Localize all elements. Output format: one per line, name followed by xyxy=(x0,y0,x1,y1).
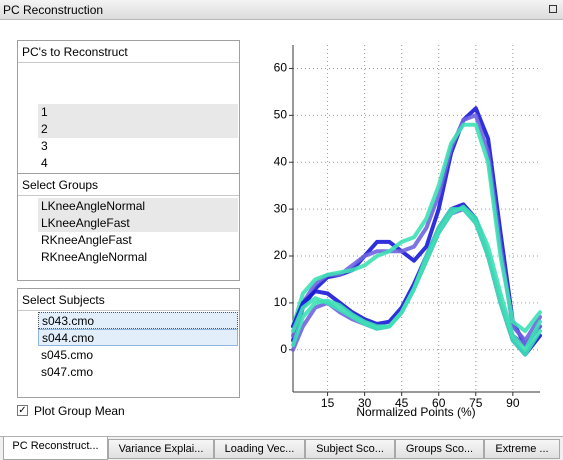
y-tick-label: 60 xyxy=(274,61,288,75)
list-item[interactable]: 2 xyxy=(38,121,238,138)
list-item[interactable]: 4 xyxy=(41,156,48,170)
list-item[interactable]: s047.cmo xyxy=(41,365,94,379)
title-bar: PC Reconstruction xyxy=(0,0,563,20)
list-item[interactable]: LKneeAngleFast xyxy=(38,215,238,232)
x-tick-label: 75 xyxy=(469,396,483,410)
y-tick-label: 50 xyxy=(274,108,288,122)
tab[interactable]: PC Reconstruct... xyxy=(3,437,108,460)
y-tick-label: 20 xyxy=(274,248,288,262)
subjects-list: Select Subjects s043.cmo s044.cmo s045.c… xyxy=(17,288,240,398)
y-tick-label: 10 xyxy=(274,295,288,309)
tab[interactable]: Variance Explai... xyxy=(108,439,214,459)
list-item[interactable]: s044.cmo xyxy=(38,329,238,346)
tab[interactable]: Groups Sco... xyxy=(395,439,484,459)
list-item[interactable]: s045.cmo xyxy=(41,348,94,362)
series-line xyxy=(291,122,542,333)
tab[interactable]: Subject Sco... xyxy=(305,439,395,459)
list-item[interactable]: 1 xyxy=(38,104,238,121)
panel-title: PC's to Reconstruct xyxy=(18,41,239,63)
pc-list: PC's to Reconstruct 1 2 3 4 xyxy=(17,40,240,176)
list-item[interactable]: RKneeAngleFast xyxy=(41,233,132,247)
series-line xyxy=(291,207,542,357)
restore-button[interactable] xyxy=(549,5,557,13)
x-tick-label: 60 xyxy=(432,396,446,410)
tab-bar: PC Reconstruct... Variance Explai... Loa… xyxy=(0,436,563,460)
x-axis-label: Normalized Points (%) xyxy=(356,405,475,419)
tab[interactable]: Extreme ... xyxy=(484,439,560,459)
panel-title: Select Subjects xyxy=(18,289,239,311)
y-tick-label: 30 xyxy=(274,201,288,215)
y-tick-label: 40 xyxy=(274,154,288,168)
x-tick-label: 30 xyxy=(358,396,372,410)
groups-list: Select Groups LKneeAngleNormal LKneeAngl… xyxy=(17,173,240,281)
checkbox[interactable]: ✓ xyxy=(17,405,28,416)
x-tick-label: 45 xyxy=(395,396,409,410)
list-item[interactable]: 3 xyxy=(41,139,48,153)
list-item[interactable]: s043.cmo xyxy=(38,312,238,329)
tab[interactable]: Loading Vec... xyxy=(214,439,305,459)
chart: Normalized Points (%) 0 10 20 30 40 50 60 15 30 4… xyxy=(274,45,542,419)
checkbox-label[interactable]: Plot Group Mean xyxy=(34,404,125,418)
y-tick-label: 0 xyxy=(280,342,287,356)
x-tick-label: 90 xyxy=(506,396,520,410)
x-tick-label: 15 xyxy=(321,396,335,410)
window-title: PC Reconstruction xyxy=(3,3,104,17)
list-item[interactable]: RKneeAngleNormal xyxy=(41,250,148,264)
panel-title: Select Groups xyxy=(18,174,239,196)
list-item[interactable]: LKneeAngleNormal xyxy=(38,198,238,215)
